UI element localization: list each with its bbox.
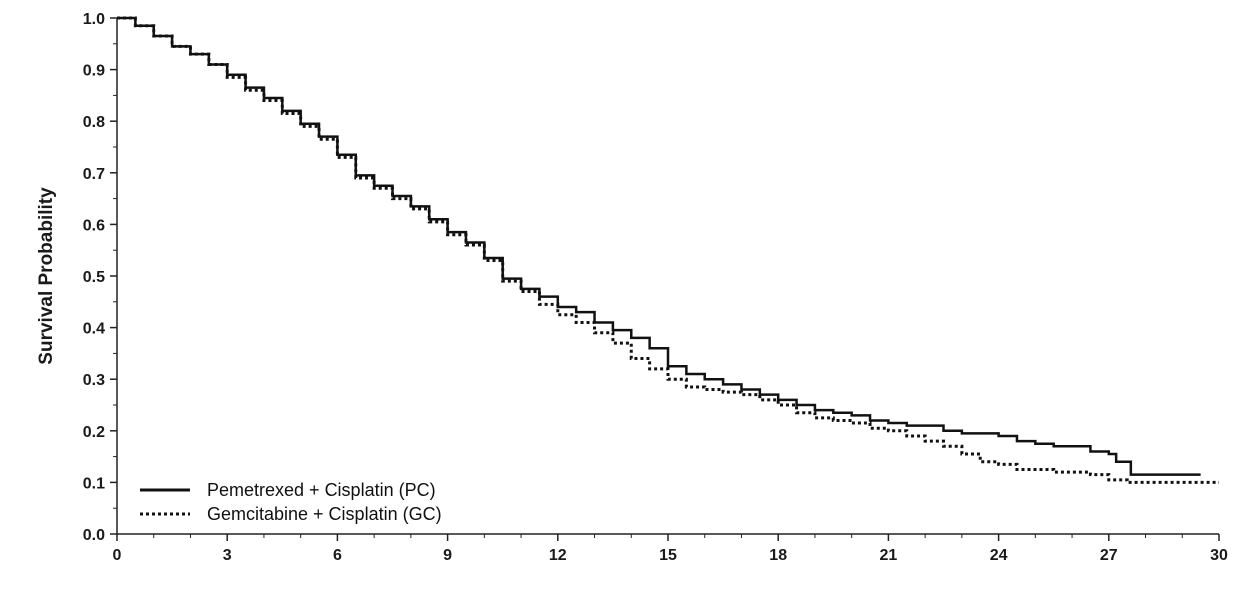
legend-label-gc: Gemcitabine + Cisplatin (GC) (207, 504, 442, 524)
y-tick-label: 0.6 (83, 217, 105, 234)
x-tick-label: 12 (549, 547, 567, 564)
y-tick-label: 0.3 (83, 372, 105, 389)
x-tick-label: 15 (659, 547, 677, 564)
y-axis-title-group: Survival Probability (36, 187, 57, 365)
x-tick-label: 18 (769, 547, 787, 564)
x-tick-label: 6 (333, 547, 342, 564)
axes: 0.0 0.1 0.2 0.3 0.4 0.5 0.6 0.7 0.8 0.9 1.0 0 3 6 9 12 1… (83, 11, 1228, 564)
x-tick-label: 24 (990, 547, 1008, 564)
y-tick-label: 1.0 (83, 11, 105, 28)
series-line-pc (117, 16, 1201, 476)
y-tick-label: 0.1 (83, 475, 105, 492)
y-tick-label: 0.9 (83, 63, 105, 80)
legend-label-pc: Pemetrexed + Cisplatin (PC) (207, 480, 436, 500)
y-tick-label: 0.5 (83, 269, 105, 286)
x-tick-label: 0 (113, 547, 122, 564)
series-group (117, 16, 1219, 484)
y-tick-label: 0.4 (83, 321, 105, 338)
x-tick-label: 3 (223, 547, 232, 564)
y-axis-title: Survival Probability (36, 187, 57, 365)
series-line-gc (117, 16, 1219, 484)
x-tick-label: 30 (1210, 547, 1228, 564)
y-tick-label: 0.2 (83, 424, 105, 441)
y-tick-label: 0.8 (83, 114, 105, 131)
y-tick-label: 0.0 (83, 527, 105, 544)
x-tick-label: 9 (443, 547, 452, 564)
x-tick-label: 27 (1100, 547, 1118, 564)
legend: Pemetrexed + Cisplatin (PC) Gemcitabine … (140, 480, 442, 524)
y-tick-label: 0.7 (83, 166, 105, 183)
x-tick-label: 21 (880, 547, 898, 564)
